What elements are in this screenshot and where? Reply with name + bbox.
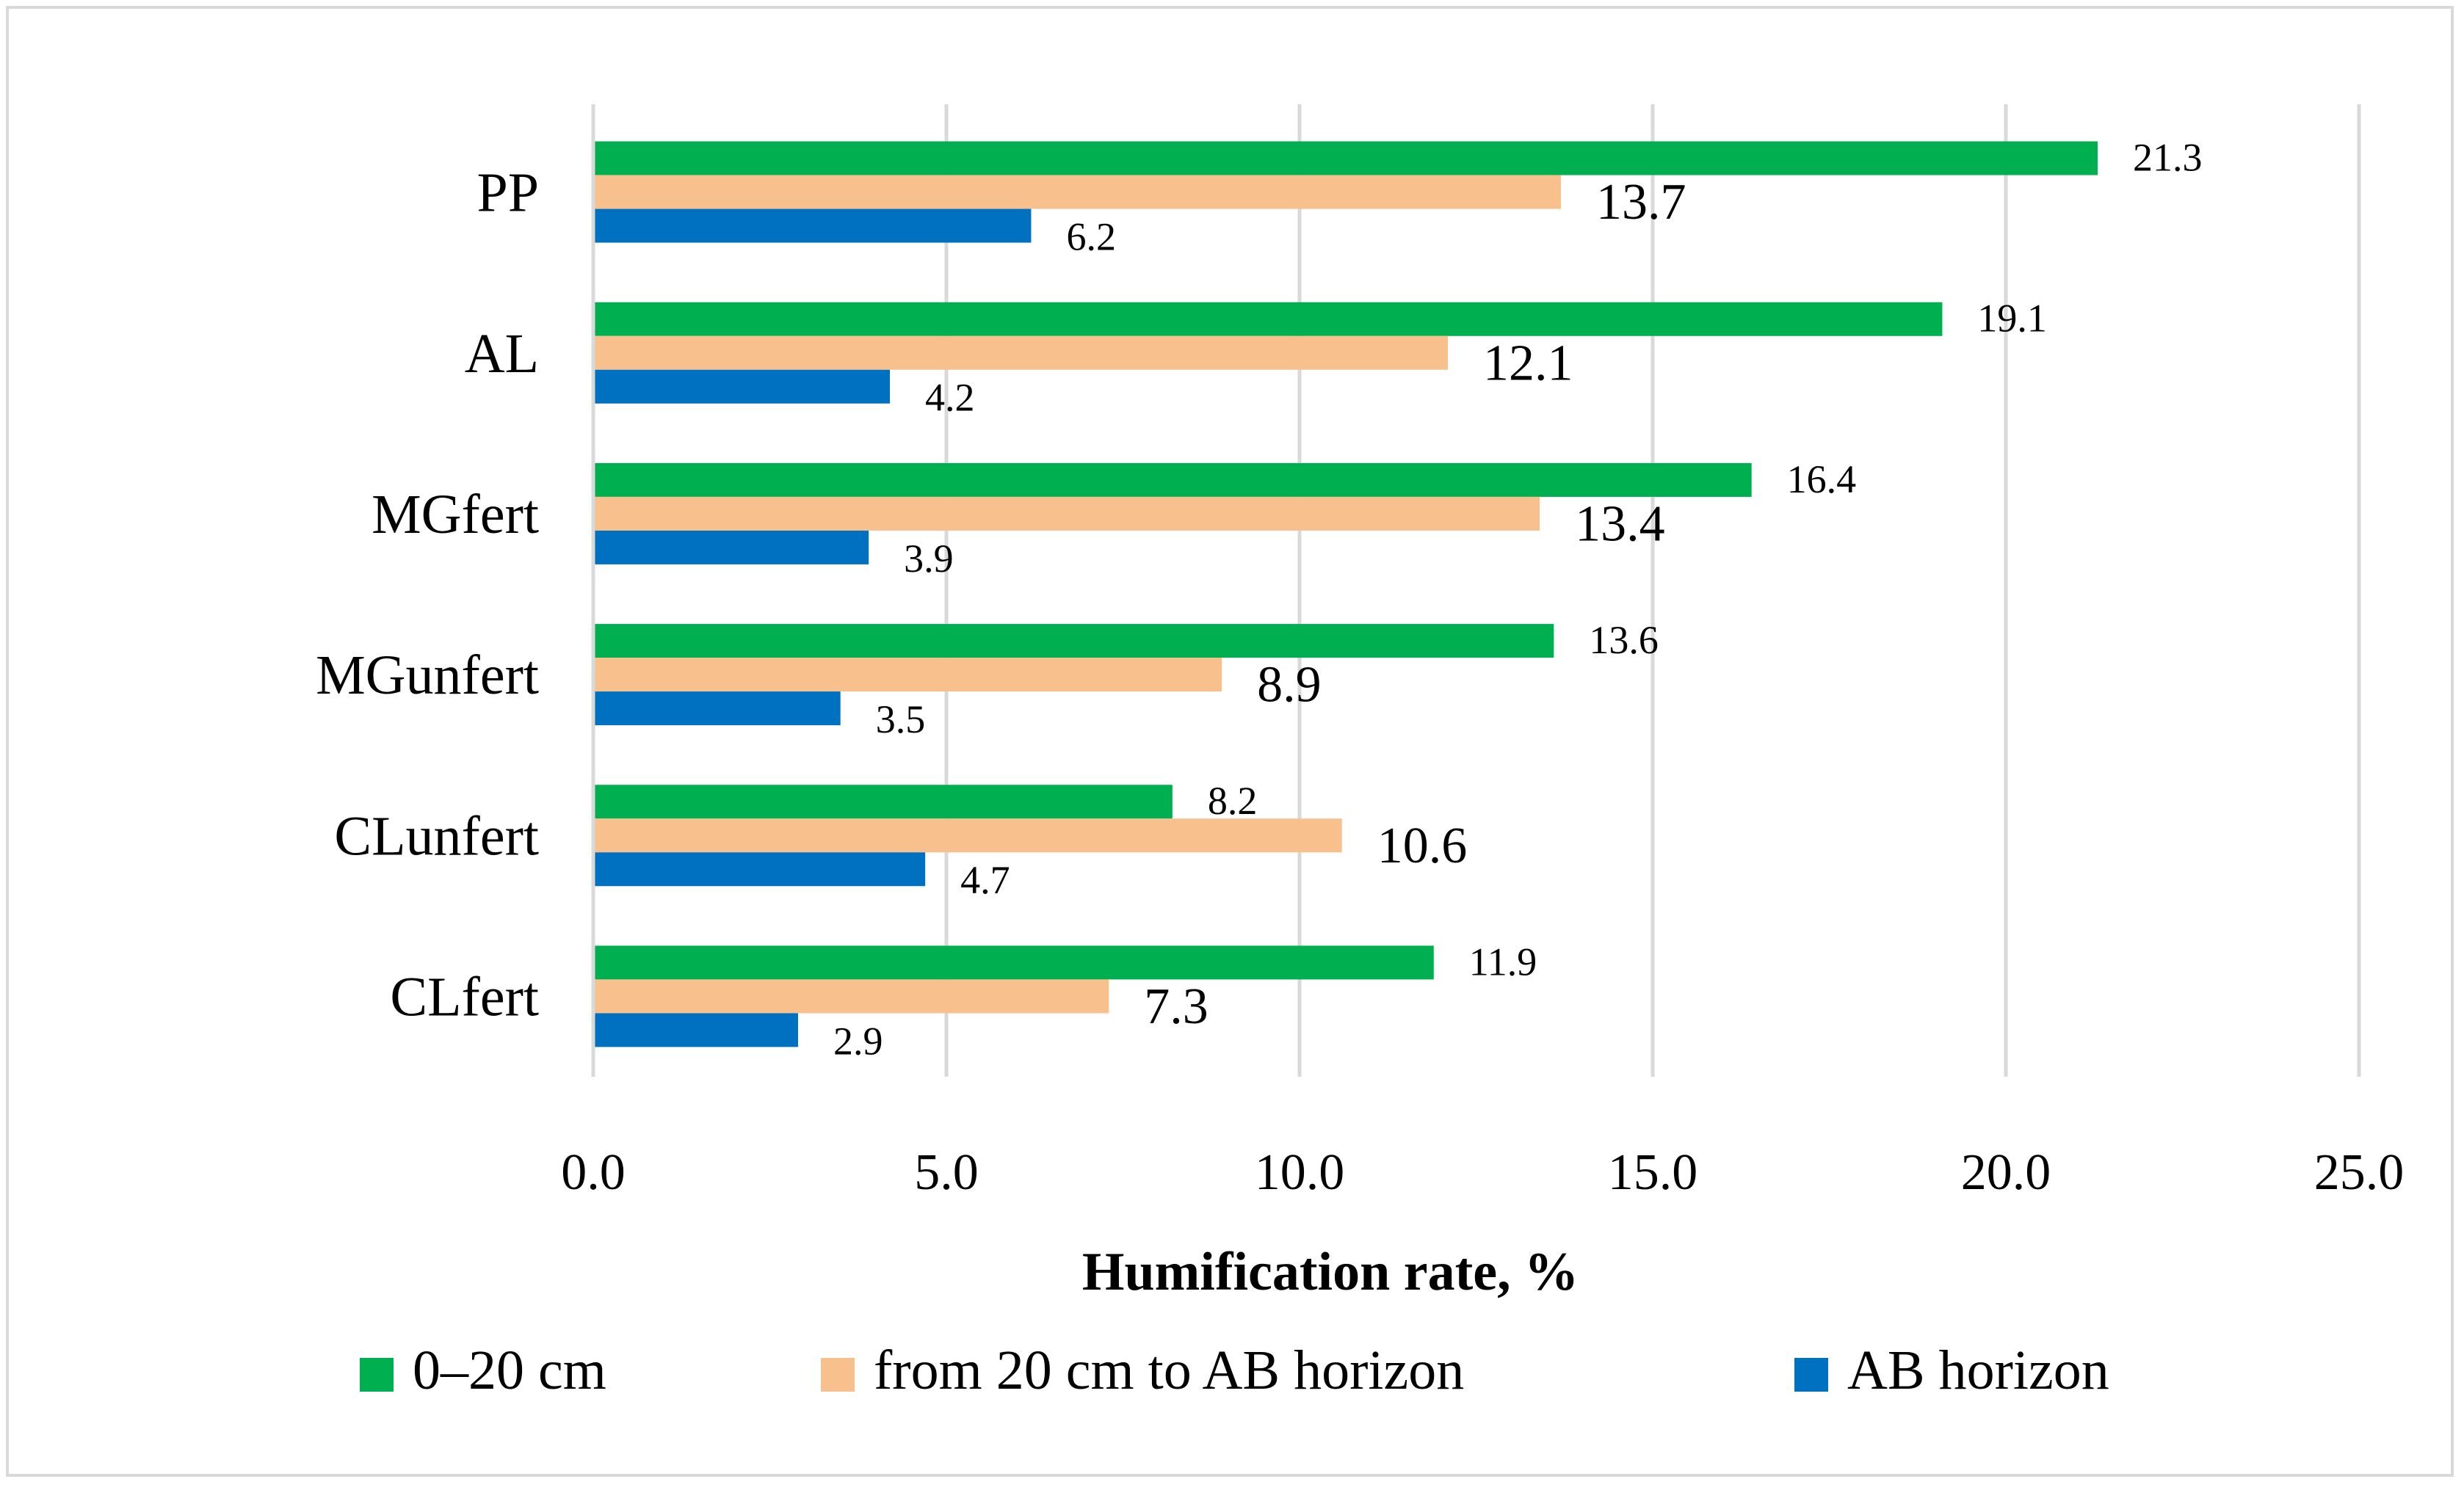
chart-frame: 21.3 13.7 6.2 19.1 12.1 4.2 16.4 13.4 3.9 13.6 8.9…	[6, 6, 2454, 1477]
category-label: MGfert	[372, 484, 539, 545]
x-axis-title: Humification rate, %	[1082, 1242, 1579, 1302]
bar	[593, 624, 1554, 658]
legend-label: AB horizon	[1847, 1340, 2109, 1401]
bar	[593, 302, 1943, 336]
x-tick-label: 25.0	[2314, 1144, 2405, 1201]
x-tick-label: 20.0	[1961, 1144, 2051, 1201]
legend-swatch	[360, 1358, 394, 1392]
category-label: PP	[477, 162, 539, 224]
data-label: 6.2	[1066, 214, 1116, 258]
grid-layer	[591, 104, 2361, 1077]
data-label: 8.9	[1257, 657, 1322, 713]
bar	[593, 852, 926, 887]
legend-swatch	[821, 1358, 855, 1392]
data-label: 12.1	[1483, 335, 1573, 391]
data-label: 11.9	[1469, 940, 1537, 984]
data-label: 4.2	[925, 376, 975, 420]
axis-layer: 0.0 5.0 10.0 15.0 20.0 25.0 PP AL MGfert MGunfert…	[316, 104, 2404, 1201]
label-layer: 21.3 13.7 6.2 19.1 12.1 4.2 16.4 13.4 3.9 13.6 8.9…	[833, 135, 2203, 1063]
data-label: 10.6	[1377, 818, 1468, 874]
data-label: 7.3	[1144, 978, 1209, 1035]
humification-rate-chart: 21.3 13.7 6.2 19.1 12.1 4.2 16.4 13.4 3.9 13.6 8.9…	[316, 104, 2404, 1401]
bar	[593, 658, 1222, 692]
data-label: 2.9	[833, 1019, 883, 1063]
data-label: 13.6	[1589, 618, 1659, 662]
bar	[593, 208, 1032, 243]
data-label: 16.4	[1787, 457, 1857, 501]
bar	[593, 818, 1342, 853]
bar	[593, 1013, 798, 1047]
legend-label: from 20 cm to AB horizon	[874, 1340, 1464, 1401]
data-label: 3.9	[904, 537, 954, 581]
bar	[593, 530, 869, 564]
data-label: 4.7	[960, 858, 1010, 902]
bar	[593, 496, 1540, 531]
data-label: 19.1	[1977, 297, 2047, 341]
bar	[593, 785, 1173, 819]
legend-swatch	[1794, 1358, 1828, 1392]
bar	[593, 979, 1109, 1014]
data-label: 8.2	[1208, 779, 1258, 823]
category-label: AL	[465, 323, 539, 385]
legend-label: 0–20 cm	[413, 1340, 606, 1401]
legend: 0–20 cm from 20 cm to AB horizon AB horizo…	[360, 1340, 2109, 1401]
x-tick-label: 5.0	[914, 1144, 979, 1201]
x-tick-label: 0.0	[561, 1144, 626, 1201]
bar	[593, 141, 2098, 175]
x-tick-label: 10.0	[1255, 1144, 1345, 1201]
data-label: 3.5	[876, 697, 926, 741]
bar	[593, 945, 1434, 980]
category-label: MGunfert	[316, 644, 539, 706]
bar	[593, 175, 1561, 209]
bar	[593, 691, 841, 726]
category-label: CLfert	[390, 966, 539, 1028]
data-label: 21.3	[2133, 135, 2203, 179]
category-label: CLunfert	[334, 805, 539, 867]
data-label: 13.7	[1596, 174, 1686, 230]
x-tick-label: 15.0	[1608, 1144, 1698, 1201]
bar	[593, 335, 1449, 370]
bar	[593, 369, 891, 404]
data-label: 13.4	[1575, 495, 1665, 552]
bar	[593, 462, 1752, 497]
bar-layer	[593, 141, 2098, 1047]
